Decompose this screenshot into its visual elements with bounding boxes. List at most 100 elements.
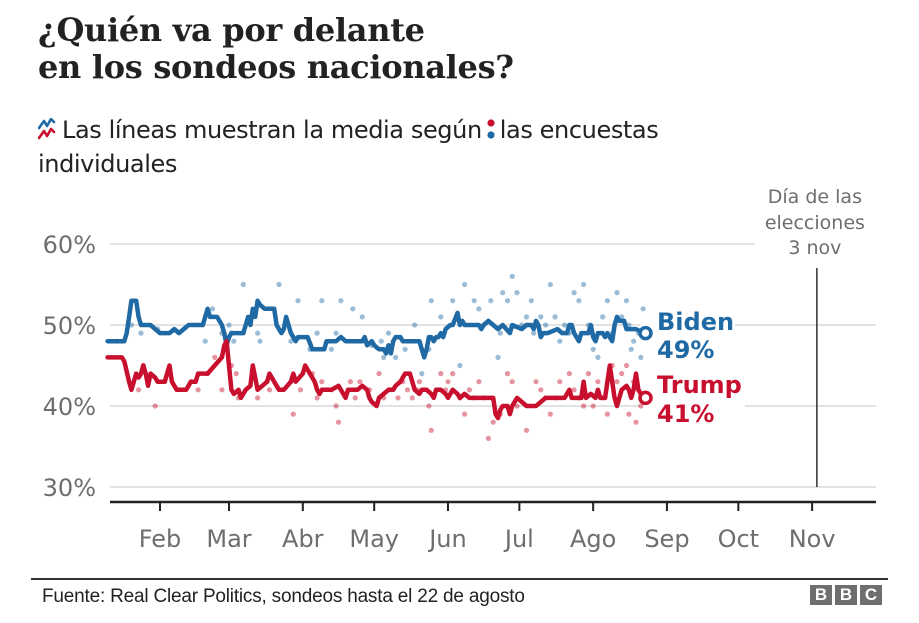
trump-label: Trump (657, 371, 742, 399)
x-tick-label: Abr (282, 525, 324, 553)
trump-value-label: 41% (657, 400, 714, 428)
subtitle-text-2: las encuestas individuales (38, 116, 659, 178)
chart-title: ¿Quién va por delante en los sondeos nac… (38, 12, 514, 86)
biden-poll-dot (497, 330, 503, 336)
trump-poll-dot (462, 411, 468, 417)
biden-poll-dot (338, 298, 344, 304)
x-tick-label: Jul (503, 525, 534, 553)
trump-poll-dot (376, 371, 382, 377)
biden-poll-dot (640, 306, 646, 312)
x-tick-label: May (349, 525, 399, 553)
biden-poll-dot (547, 281, 553, 288)
biden-poll-dot (500, 290, 506, 296)
trump-poll-dot (557, 379, 563, 385)
trump-poll-dot (428, 427, 434, 433)
y-tick-label: 30% (43, 474, 96, 502)
trump-poll-dot (581, 403, 587, 409)
trump-poll-dot (404, 387, 411, 393)
biden-poll-dot (523, 314, 530, 320)
biden-poll-dot (638, 354, 644, 360)
biden-poll-dot (138, 330, 144, 336)
biden-poll-dot (614, 290, 620, 296)
biden-poll-dot (295, 298, 301, 304)
bbc-logo: B B C (810, 585, 882, 605)
trump-poll-dot (619, 371, 625, 377)
trump-poll-dot (626, 411, 632, 417)
trump-poll-dot (255, 395, 261, 401)
trump-poll-dot (566, 371, 573, 377)
biden-poll-dot (509, 273, 515, 279)
biden-poll-dot (231, 338, 237, 344)
x-axis: Feb Mar Abr May Jun Jul Ago Sep Oct Nov (110, 500, 876, 553)
trump-poll-dot (533, 379, 539, 385)
biden-poll-dot (528, 298, 534, 304)
biden-end-marker (638, 325, 653, 341)
trump-poll-dot (504, 371, 511, 377)
poll-dots (114, 273, 646, 441)
trump-poll-dot (319, 379, 325, 385)
trump-poll-dot (136, 387, 142, 393)
biden-poll-dot (631, 338, 637, 344)
trump-poll-dot (395, 395, 401, 401)
biden-poll-dot (359, 314, 365, 320)
trump-poll-dot (623, 362, 630, 369)
biden-poll-dot (333, 330, 339, 336)
biden-poll-dot (438, 314, 444, 320)
bbc-logo-letter: B (835, 585, 857, 605)
election-day-label-line-1: Día de las (768, 186, 862, 208)
biden-poll-dot (314, 330, 320, 336)
average-lines-icon (38, 118, 56, 140)
trump-poll-dot (266, 387, 273, 393)
trump-poll-dot (604, 411, 611, 417)
biden-poll-dot (462, 281, 468, 288)
biden-poll-dot (412, 322, 418, 328)
biden-poll-dot (226, 322, 232, 328)
trump-poll-dot (357, 379, 363, 385)
trump-poll-dot (466, 387, 472, 393)
biden-poll-dot (600, 314, 606, 320)
trump-poll-dot (476, 379, 482, 385)
trump-poll-dot (290, 411, 296, 417)
x-tick-label: Ago (570, 525, 616, 553)
biden-poll-dot (402, 346, 408, 352)
x-tick-label: Oct (718, 525, 760, 553)
biden-poll-dot (488, 298, 494, 304)
y-axis-labels: 60% 50% 40% 30% (43, 231, 96, 502)
trump-poll-dot (450, 371, 456, 377)
biden-poll-dot (495, 354, 501, 360)
biden-poll-dot (581, 281, 587, 288)
trump-poll-dot (195, 387, 201, 393)
trump-poll-dot (614, 379, 620, 385)
trump-poll-dot (585, 371, 592, 377)
trump-poll-dot (490, 419, 496, 425)
x-tick-label: Feb (139, 525, 182, 553)
trump-poll-dot (590, 403, 596, 409)
trump-poll-dot (352, 395, 358, 401)
trump-end-marker (638, 390, 653, 406)
biden-poll-dot (419, 371, 425, 377)
trump-average-line (105, 338, 648, 421)
x-tick-label: Sep (644, 525, 689, 553)
trump-poll-dot (514, 403, 520, 409)
biden-poll-dot (543, 322, 549, 328)
bbc-logo-letter: B (810, 585, 832, 605)
biden-poll-dot (619, 314, 625, 320)
trump-poll-dot (426, 403, 432, 409)
trump-poll-dot (219, 387, 225, 393)
biden-poll-dot (428, 298, 434, 304)
biden-poll-dot (378, 338, 384, 344)
source-note: Fuente: Real Clear Politics, sondeos has… (42, 586, 525, 607)
average-lines (105, 298, 653, 421)
biden-poll-dot (393, 354, 399, 360)
biden-poll-dot (328, 346, 334, 352)
x-tick-label: Jun (427, 525, 467, 553)
trump-poll-dot (638, 403, 644, 409)
trump-poll-dot (547, 411, 553, 417)
trump-poll-dot (297, 387, 303, 393)
election-day-annotation: Día de las elecciones 3 nov (765, 186, 865, 487)
series-end-labels: Biden 49% Trump 41% (657, 308, 742, 428)
title-line-1: ¿Quién va por delante (38, 11, 425, 49)
trump-poll-dot (538, 387, 544, 393)
trump-poll-dot (152, 403, 158, 409)
biden-poll-dot (350, 306, 356, 312)
